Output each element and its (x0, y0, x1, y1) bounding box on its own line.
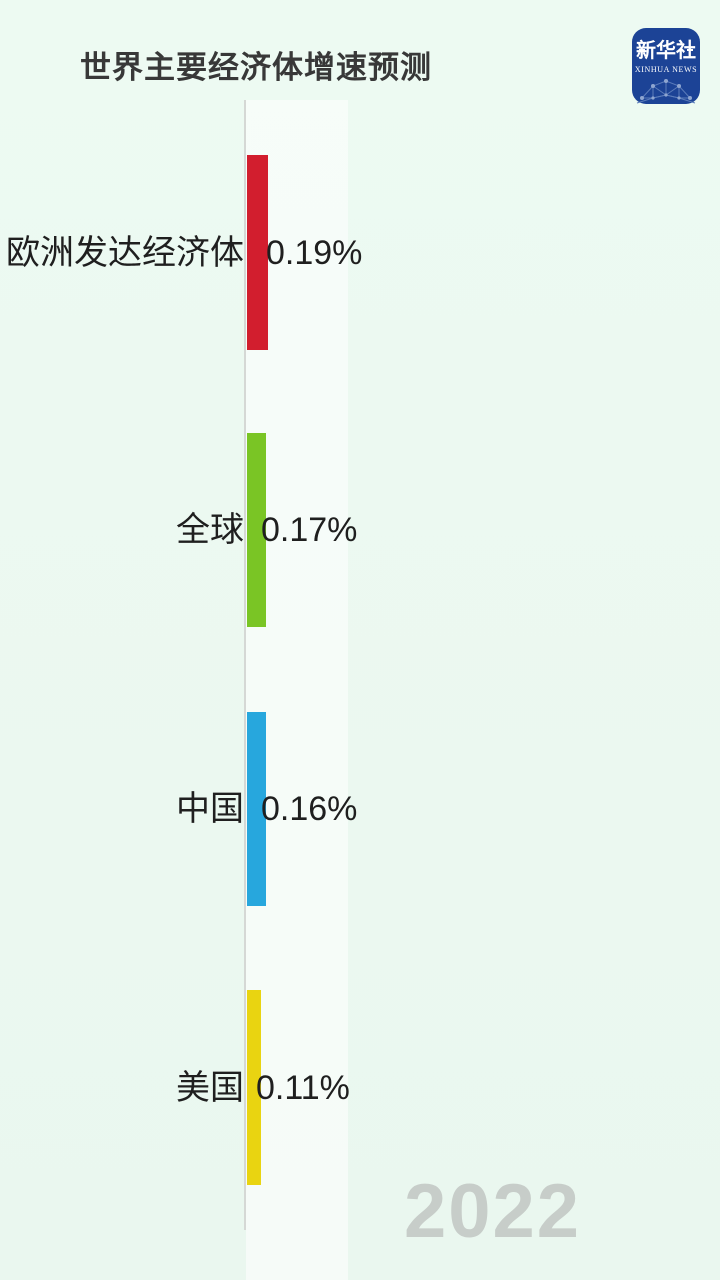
bar-value-global: 0.17% (261, 511, 358, 549)
bar-value-china: 0.16% (261, 790, 358, 828)
bar-usa (247, 990, 261, 1185)
xinhua-news-logo: 新华社 XINHUA NEWS (632, 28, 700, 104)
logo-en-text: XINHUA NEWS (635, 65, 697, 74)
year-watermark: 2022 (404, 1169, 582, 1254)
logo-network-nodes (640, 79, 692, 100)
bar-label-usa: 美国 (176, 1069, 244, 1107)
logo-cn-text: 新华社 (636, 38, 696, 62)
bar-value-europe-developed: 0.19% (266, 234, 363, 272)
bar-label-europe-developed: 欧洲发达经济体 (6, 234, 244, 272)
bar-global (247, 433, 266, 627)
bar-label-china: 中国 (176, 790, 244, 828)
bar-china (247, 712, 266, 906)
bar-europe-developed (247, 155, 268, 350)
bar-label-global: 全球 (176, 511, 244, 549)
bar-value-usa: 0.11% (256, 1069, 350, 1107)
axis-line (244, 100, 246, 1230)
page-title: 世界主要经济体增速预测 (80, 50, 432, 85)
